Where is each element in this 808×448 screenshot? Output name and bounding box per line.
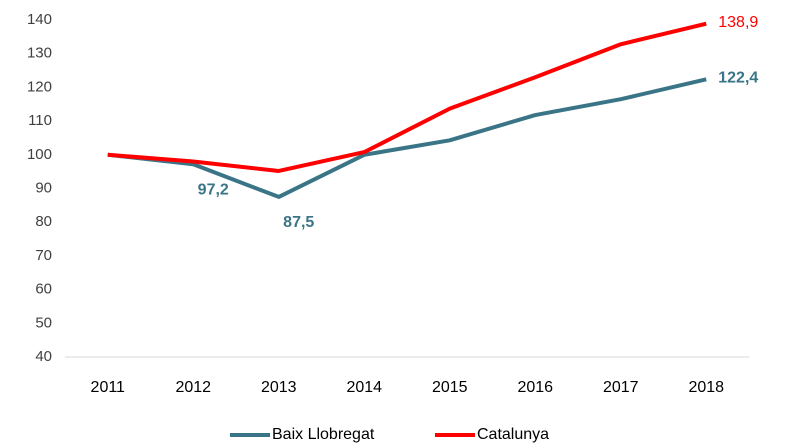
x-tick-label: 2017 — [603, 379, 639, 396]
value-label: 87,5 — [283, 214, 314, 231]
y-tick-label: 70 — [35, 247, 52, 264]
x-tick-label: 2012 — [175, 379, 211, 396]
y-tick-label: 130 — [27, 45, 52, 62]
value-label: 122,4 — [718, 70, 758, 87]
x-tick-label: 2013 — [261, 379, 297, 396]
y-tick-label: 60 — [35, 281, 52, 298]
legend-label: Catalunya — [477, 426, 549, 443]
y-tick-label: 110 — [28, 112, 52, 129]
y-tick-label: 90 — [35, 179, 52, 196]
series-line — [107, 77, 707, 199]
value-label: 138,9 — [718, 14, 758, 31]
x-tick-label: 2015 — [432, 379, 468, 396]
y-tick-label: 40 — [35, 348, 52, 365]
y-tick-label: 50 — [35, 314, 52, 331]
y-tick-label: 80 — [35, 213, 52, 230]
x-tick-label: 2011 — [91, 379, 126, 396]
x-tick-label: 2018 — [688, 379, 724, 396]
legend-label: Baix Llobregat — [272, 426, 375, 443]
y-tick-label: 140 — [27, 11, 52, 28]
y-tick-label: 100 — [27, 146, 52, 163]
x-tick-label: 2016 — [517, 379, 553, 396]
y-tick-label: 120 — [27, 78, 52, 95]
x-tick-label: 2014 — [346, 379, 382, 396]
series-line — [107, 21, 707, 173]
value-label: 97,2 — [198, 181, 229, 198]
